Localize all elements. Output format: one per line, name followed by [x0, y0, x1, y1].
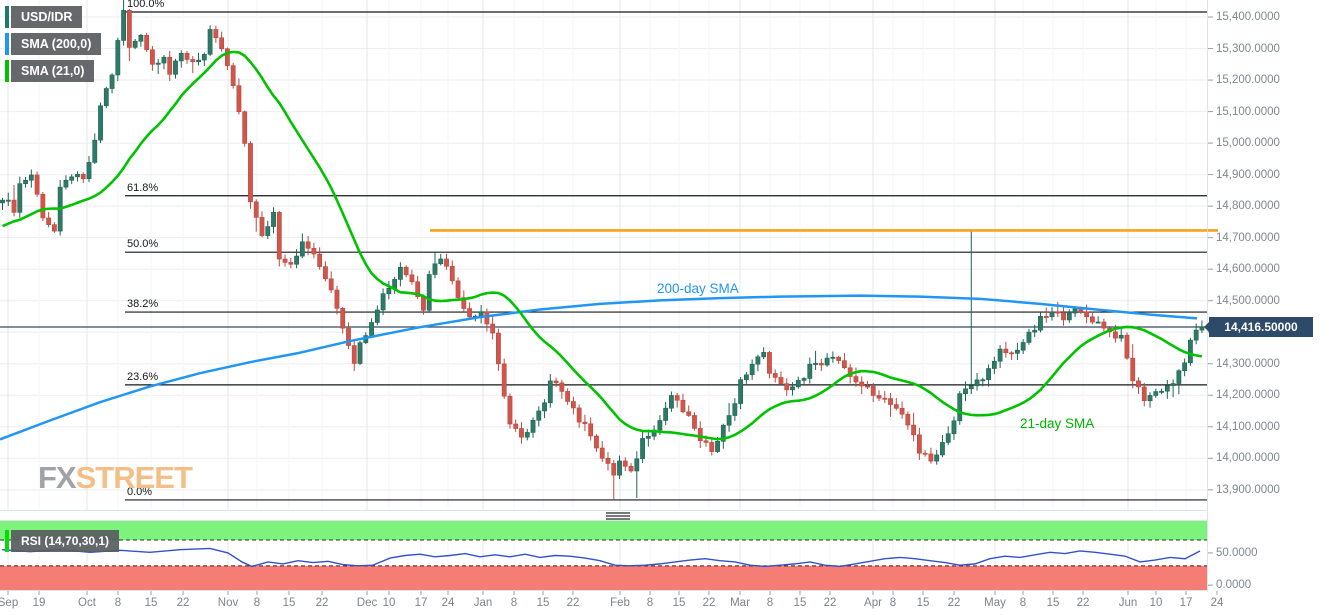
x-axis-label-10: 10 — [382, 597, 396, 609]
legend-sma200-badge[interactable]: SMA (200,0) — [5, 33, 102, 55]
price-axis-label: 15,400.0000 — [1216, 11, 1280, 24]
fib-label-23.6%: 23.6% — [127, 370, 159, 383]
sma200-accent-bar — [5, 33, 9, 55]
x-axis-label-15: 15 — [1046, 597, 1060, 609]
x-axis-label-Jun: Jun — [1118, 597, 1138, 609]
x-axis-label-8: 8 — [510, 597, 518, 609]
x-axis-label-15: 15 — [536, 597, 550, 609]
x-axis-label-24: 24 — [1210, 597, 1224, 609]
sma200-label: SMA (200,0) — [11, 33, 102, 55]
x-axis-label-Nov: Nov — [217, 597, 239, 609]
x-axis-label-8: 8 — [646, 597, 654, 609]
sma200-line — [0, 294, 1198, 441]
rsi-label: RSI (14,70,30,1) — [11, 530, 120, 552]
price-axis-label: 15,000.0000 — [1216, 137, 1280, 150]
x-axis-label-10: 10 — [1149, 597, 1163, 609]
x-axis-label-22: 22 — [702, 597, 716, 609]
price-axis-label: 14,100.0000 — [1216, 420, 1280, 433]
fib-label-0.0%: 0.0% — [127, 485, 153, 498]
current-price-badge: 14,416.50000 — [1204, 317, 1313, 337]
price-axis-label: 15,300.0000 — [1216, 42, 1280, 55]
legend-sma21-badge[interactable]: SMA (21,0) — [5, 60, 95, 82]
x-axis-label-22: 22 — [947, 597, 961, 609]
rsi-oversold-band — [0, 565, 1207, 590]
x-axis-label-22: 22 — [823, 597, 837, 609]
x-axis-label-Dec: Dec — [356, 597, 378, 609]
rsi-axis-label: 0.0000 — [1216, 579, 1252, 592]
rsi-line — [1, 547, 1201, 568]
price-axis-label: 14,000.0000 — [1216, 452, 1280, 465]
fib-label-50.0%: 50.0% — [127, 238, 159, 251]
x-axis-label-22: 22 — [566, 597, 580, 609]
price-axis-label: 14,200.0000 — [1216, 389, 1280, 402]
price-axis-label: 14,300.0000 — [1216, 357, 1280, 370]
legend-symbol-badge[interactable]: USD/IDR — [5, 6, 83, 28]
x-axis-label-Feb: Feb — [610, 597, 630, 609]
x-axis-label-22: 22 — [176, 597, 190, 609]
sma200-overlay-label: 200-day SMA — [657, 281, 739, 296]
x-axis-label-24: 24 — [441, 597, 455, 609]
x-axis-label-8: 8 — [766, 597, 774, 609]
x-axis-label-8: 8 — [114, 597, 122, 609]
candlesticks — [0, 0, 1205, 500]
fib-label-61.8%: 61.8% — [127, 181, 159, 194]
x-axis-label-22: 22 — [315, 597, 329, 609]
price-axis-label: 14,600.0000 — [1216, 263, 1280, 276]
fib-label-100.0%: 100.0% — [127, 0, 165, 10]
fib-retracement — [125, 11, 1207, 501]
rsi-overbought-band — [0, 521, 1207, 541]
x-axis-label-15: 15 — [144, 597, 158, 609]
x-axis-label-Jan: Jan — [473, 597, 493, 609]
x-axis-label-19: 19 — [32, 597, 46, 609]
price-axis-label: 14,800.0000 — [1216, 200, 1280, 213]
x-axis-label-8: 8 — [889, 597, 897, 609]
x-axis-label-15: 15 — [916, 597, 930, 609]
rsi-axis-label: 50.0000 — [1216, 546, 1258, 559]
sma21-label: SMA (21,0) — [11, 60, 95, 82]
price-axis-label: 14,900.0000 — [1216, 168, 1280, 181]
price-axis-label: 15,100.0000 — [1216, 105, 1280, 118]
watermark-street: STREET — [75, 460, 193, 495]
x-axis-label-17: 17 — [414, 597, 428, 609]
watermark-fx: FX — [38, 460, 77, 495]
x-axis-label-Apr: Apr — [864, 597, 882, 609]
x-axis-label-Sep: Sep — [0, 597, 19, 609]
x-axis-label-17: 17 — [1179, 597, 1193, 609]
price-axis-label: 15,200.0000 — [1216, 74, 1280, 87]
price-axis-label: 14,500.0000 — [1216, 294, 1280, 307]
x-axis-label-22: 22 — [1076, 597, 1090, 609]
x-axis-label-15: 15 — [282, 597, 296, 609]
x-axis-label-15: 15 — [672, 597, 686, 609]
sma21-overlay-label: 21-day SMA — [1020, 416, 1095, 431]
x-axis-label-8: 8 — [1019, 597, 1027, 609]
x-axis-label-15: 15 — [793, 597, 807, 609]
x-axis-label-Mar: Mar — [730, 597, 750, 609]
x-axis-label-Oct: Oct — [78, 597, 96, 609]
sma21-line — [1, 50, 1203, 441]
sma21-accent-bar — [5, 60, 9, 82]
fib-label-38.2%: 38.2% — [127, 298, 159, 311]
fxstreet-watermark: FXSTREET — [38, 460, 193, 496]
symbol-label: USD/IDR — [11, 6, 83, 28]
price-axis-label: 13,900.0000 — [1216, 483, 1280, 496]
pane-splitter-grip[interactable] — [606, 512, 630, 521]
x-axis-label-May: May — [984, 597, 1006, 609]
rsi-accent-bar — [5, 530, 9, 552]
symbol-accent-bar — [5, 6, 9, 28]
price-axis-label: 14,700.0000 — [1216, 231, 1280, 244]
rsi-indicator-badge[interactable]: RSI (14,70,30,1) — [5, 530, 120, 552]
x-axis-label-8: 8 — [253, 597, 261, 609]
